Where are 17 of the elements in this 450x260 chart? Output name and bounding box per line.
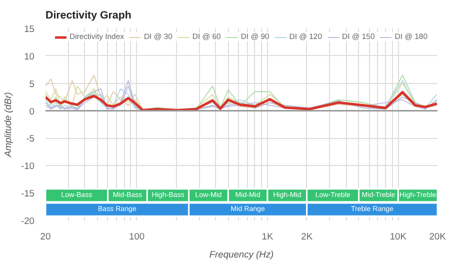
y-tick-label: -10 [21, 161, 34, 172]
x-axis-title: Frequency (Hz) [209, 250, 274, 260]
y-tick-label: 5 [29, 78, 35, 89]
x-tick-label: 20 [40, 232, 51, 242]
chart-title: Directivity Graph [46, 10, 132, 22]
x-tick-label: 1K [262, 232, 274, 242]
x-tick-label: 20K [429, 232, 447, 242]
x-tick-label: 100 [129, 232, 145, 242]
y-tick-label: -5 [26, 134, 35, 144]
y-axis-title: Amplitude (dBr) [3, 92, 14, 158]
x-tick-label: 10K [390, 232, 408, 242]
y-tick-label: 15 [24, 24, 35, 34]
y-tick-label: 10 [24, 51, 35, 62]
x-tick-label: 2K [301, 232, 314, 242]
y-tick-label: -15 [21, 188, 34, 199]
y-tick-label: 0 [29, 106, 35, 116]
y-tick-label: -20 [21, 216, 34, 226]
